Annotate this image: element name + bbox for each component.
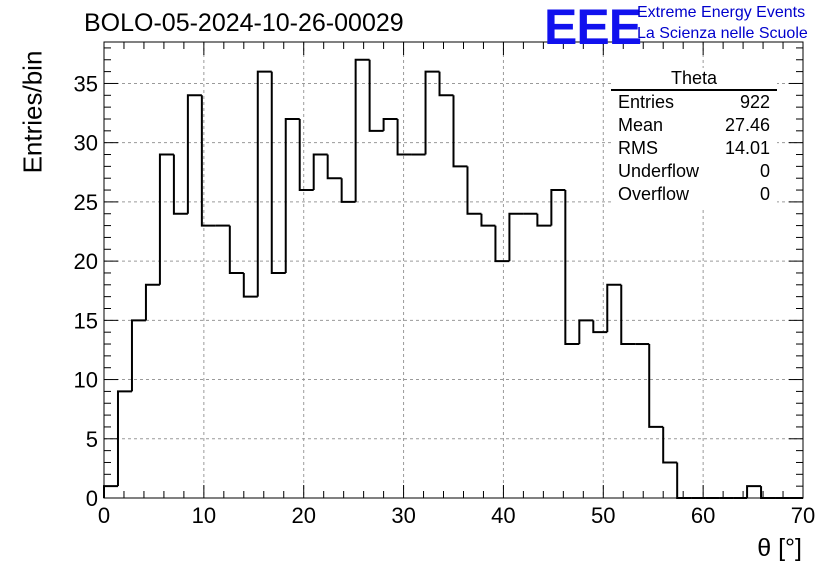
y-tick-label: 25 — [74, 190, 98, 215]
x-tick-label: 50 — [591, 503, 615, 528]
stats-box-title: Theta — [670, 68, 718, 88]
histogram-bin — [144, 283, 160, 321]
histogram-bin — [494, 225, 510, 263]
stats-box-rule — [611, 89, 777, 91]
stats-label: RMS — [618, 138, 658, 158]
histogram-bin — [676, 462, 692, 499]
stats-label: Overflow — [618, 184, 690, 204]
histogram-bin — [424, 70, 440, 155]
histogram-bin — [116, 390, 132, 487]
histogram-bin — [368, 59, 384, 132]
histogram-bin — [480, 213, 496, 227]
histogram-bin — [746, 485, 762, 498]
histogram-bin — [396, 118, 412, 156]
stats-label: Underflow — [618, 161, 700, 181]
histogram-bin — [228, 225, 244, 274]
y-tick-label: 0 — [86, 486, 98, 511]
y-tick-label: 35 — [74, 71, 98, 96]
histogram-bin — [186, 94, 202, 214]
histogram-bin — [382, 117, 398, 131]
histogram-bin — [354, 58, 370, 202]
histogram-bin — [578, 319, 594, 345]
y-tick-label: 10 — [74, 368, 98, 393]
stats-value: 922 — [739, 92, 770, 112]
stats-value: 0 — [759, 184, 770, 204]
chart-title: BOLO-05-2024-10-26-00029 — [84, 9, 404, 37]
histogram-bin — [242, 272, 258, 298]
stats-value: 27.46 — [724, 115, 770, 135]
x-tick-label: 20 — [291, 503, 315, 528]
histogram-bin — [172, 154, 188, 215]
histogram-bin — [564, 190, 580, 346]
histogram-bin — [536, 213, 552, 227]
logo-line-2: La Scienza nelle Scuole — [637, 25, 808, 42]
histogram-bin — [298, 118, 314, 192]
histogram-bin — [200, 95, 216, 227]
histogram-bin — [130, 319, 146, 392]
stats-value: 0 — [759, 161, 770, 181]
y-tick-label: 20 — [74, 249, 98, 274]
stats-box: Theta Entries 922 Mean 27.46 RMS 14.01 U… — [611, 68, 777, 210]
histogram-bin — [270, 71, 286, 274]
x-tick-label: 10 — [192, 503, 216, 528]
histogram-bin — [466, 166, 482, 215]
histogram-bin — [662, 426, 678, 464]
histogram-bin — [158, 153, 174, 285]
stats-label: Mean — [618, 115, 664, 135]
histogram-bin — [592, 320, 608, 334]
histogram-bin — [550, 189, 566, 226]
histogram-bin — [340, 178, 356, 203]
x-tick-label: 0 — [98, 503, 110, 528]
histogram-bin — [452, 95, 468, 168]
histogram-bin — [620, 284, 636, 346]
histogram-bin — [438, 71, 454, 97]
plot-frame — [103, 41, 804, 499]
histogram-bin — [648, 344, 664, 428]
x-axis-label: θ [°] — [757, 534, 802, 562]
y-tick-label: 15 — [74, 308, 98, 333]
stats-value: 14.01 — [724, 138, 770, 158]
histogram-bin — [606, 283, 622, 333]
logo-line-1: Extreme Energy Events — [637, 4, 806, 21]
y-tick-label: 30 — [74, 131, 98, 156]
histogram-bin — [256, 70, 272, 297]
x-tick-label: 30 — [391, 503, 415, 528]
histogram-bin — [312, 153, 328, 191]
x-tick-label: 40 — [491, 503, 515, 528]
y-tick-label: 5 — [86, 427, 98, 452]
x-tick-label: 70 — [791, 503, 815, 528]
stats-label: Entries — [618, 92, 675, 112]
histogram-bin — [326, 154, 342, 180]
histogram-bin — [103, 485, 118, 498]
eee-logo-mark: EEE — [544, 0, 642, 55]
histogram-bin — [284, 117, 300, 273]
histogram-bin — [508, 212, 524, 262]
y-axis-label: Entries/bin — [17, 50, 48, 174]
x-tick-label: 60 — [691, 503, 715, 528]
